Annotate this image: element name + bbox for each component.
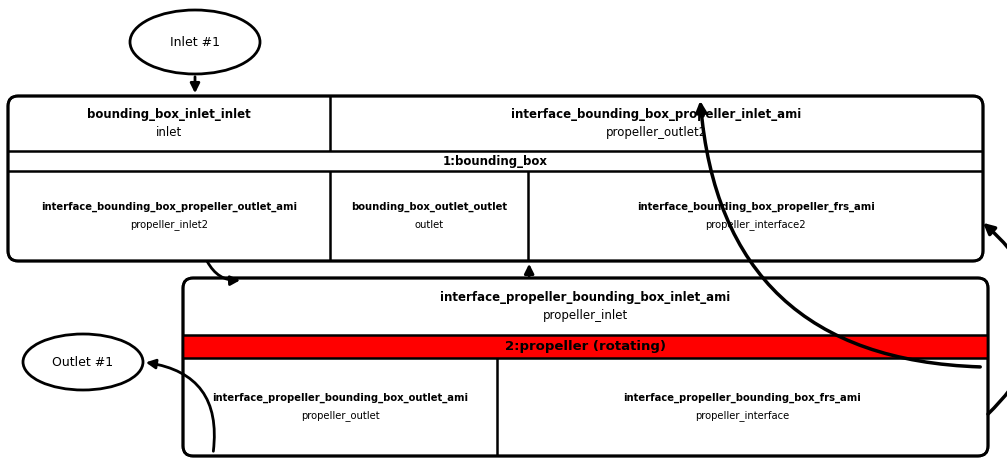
Ellipse shape [23, 334, 143, 390]
Ellipse shape [130, 10, 260, 74]
Text: 2:propeller (rotating): 2:propeller (rotating) [505, 340, 666, 353]
FancyBboxPatch shape [8, 96, 983, 261]
Bar [183, 335, 988, 358]
Text: interface_propeller_bounding_box_inlet_ami: interface_propeller_bounding_box_inlet_a… [440, 291, 731, 304]
Text: bounding_box_inlet_inlet: bounding_box_inlet_inlet [88, 108, 251, 121]
Text: interface_propeller_bounding_box_frs_ami: interface_propeller_bounding_box_frs_ami [623, 393, 861, 403]
Text: propeller_outlet2: propeller_outlet2 [606, 126, 707, 139]
Text: propeller_interface: propeller_interface [696, 411, 789, 421]
Text: outlet: outlet [415, 220, 443, 230]
Text: propeller_outlet: propeller_outlet [301, 411, 380, 421]
Text: interface_bounding_box_propeller_inlet_ami: interface_bounding_box_propeller_inlet_a… [512, 108, 802, 121]
Text: interface_bounding_box_propeller_outlet_ami: interface_bounding_box_propeller_outlet_… [41, 202, 297, 212]
Text: propeller_inlet2: propeller_inlet2 [130, 219, 208, 231]
Text: bounding_box_outlet_outlet: bounding_box_outlet_outlet [350, 202, 508, 212]
Text: interface_propeller_bounding_box_outlet_ami: interface_propeller_bounding_box_outlet_… [212, 393, 468, 403]
Text: interface_bounding_box_propeller_frs_ami: interface_bounding_box_propeller_frs_ami [636, 202, 874, 212]
Text: 1:bounding_box: 1:bounding_box [443, 154, 548, 167]
Text: Outlet #1: Outlet #1 [52, 356, 114, 368]
Text: propeller_inlet: propeller_inlet [543, 309, 628, 322]
Text: inlet: inlet [156, 126, 182, 139]
Text: Inlet #1: Inlet #1 [170, 35, 220, 48]
FancyBboxPatch shape [183, 278, 988, 456]
Text: propeller_interface2: propeller_interface2 [705, 219, 806, 231]
